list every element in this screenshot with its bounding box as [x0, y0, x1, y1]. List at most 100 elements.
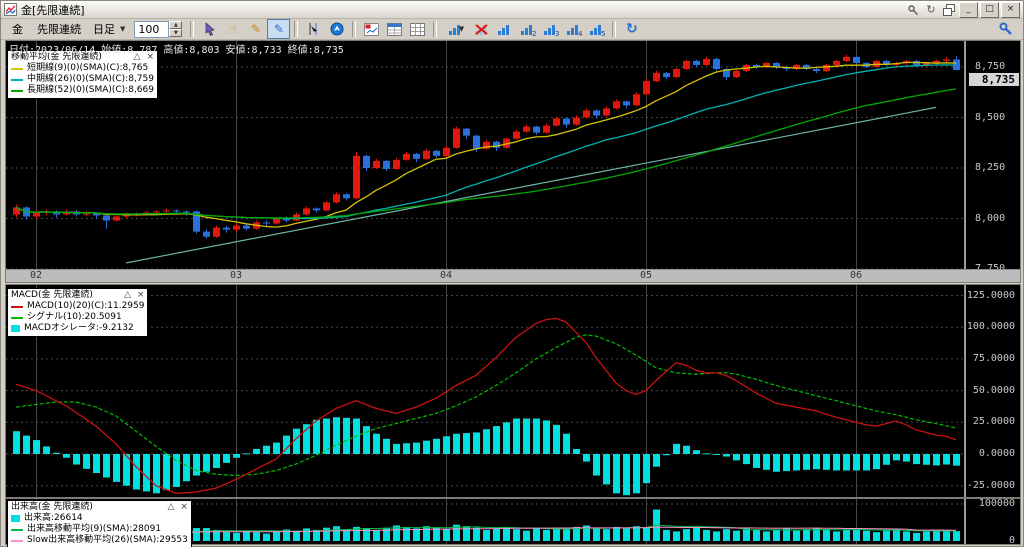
legend-row: 短期線(9)(0)(SMA)(C):8,765: [11, 63, 154, 74]
macd-plot[interactable]: [6, 285, 964, 497]
pan-tool-button[interactable]: ☝: [221, 19, 244, 39]
series-swatch: [11, 67, 23, 70]
bar-chart-4-icon: 4: [566, 24, 582, 36]
volume-legend: 出来高(金 先限連続) △ × 出来高:26614 出来高移動平均(9)(SMA…: [7, 500, 192, 547]
legend-row: シグナル(10):20.5091: [11, 312, 144, 323]
axis-tick-label: 50.0000: [972, 384, 1015, 396]
pointer-tool-button[interactable]: [198, 19, 221, 39]
macd-panel[interactable]: MACD(金 先限連続) △ × MACD(10)(20)(C):11.2959…: [6, 285, 1020, 497]
month-label: 03: [230, 270, 243, 281]
chart-window-icon: [364, 22, 380, 36]
minimize-button[interactable]: _: [959, 1, 978, 18]
app-icon: [4, 3, 17, 16]
series-label: 出来高:26614: [24, 513, 83, 523]
volume-panel[interactable]: 出来高(金 先限連続) △ × 出来高:26614 出来高移動平均(9)(SMA…: [6, 498, 1020, 547]
axis-tick-label: 75.0000: [972, 352, 1015, 364]
axis-tick-label: 8,000: [975, 212, 1006, 224]
pencil-icon: ✎: [250, 22, 261, 36]
grid-view-button[interactable]: [406, 19, 429, 39]
bar-chart-5-icon: 5: [589, 24, 605, 36]
draw-tool-button[interactable]: ✎: [244, 19, 267, 39]
crosshair-icon: [309, 23, 318, 35]
series-label: Slow出来高移動平均(26)(SMA):29553: [27, 535, 188, 545]
legend-close-button[interactable]: ×: [180, 502, 188, 512]
legend-title: MACD(金 先限連続): [11, 290, 93, 300]
indicator-panel-3-button[interactable]: 3: [539, 19, 562, 39]
navigate-icon: [330, 22, 344, 36]
toolbar: 金 先限連続 日足 ▼ 100 ▲ ▼ ☝ ✎ ✎: [1, 19, 1023, 40]
pin-icon[interactable]: [905, 3, 921, 17]
axis-tick-label: 100.0000: [966, 321, 1015, 333]
svg-text:2: 2: [532, 30, 536, 36]
pen-cursor-tool-button[interactable]: ✎: [267, 19, 291, 39]
hand-icon: ☝: [228, 21, 237, 37]
month-label: 02: [30, 270, 43, 281]
indicator-panel-1-button[interactable]: [493, 19, 516, 39]
svg-text:5: 5: [601, 30, 605, 36]
timeframe-dropdown[interactable]: 日足 ▼: [88, 21, 130, 37]
spin-up-icon[interactable]: ▲: [169, 21, 183, 29]
axis-tick-label: 125.0000: [966, 289, 1015, 301]
copy-window-icon[interactable]: [941, 3, 957, 17]
volume-axis: 100000 0: [964, 498, 1020, 546]
series-label: 長期線(52)(0)(SMA)(C):8,669: [27, 85, 154, 95]
maximize-button[interactable]: □: [980, 1, 999, 18]
spin-down-icon[interactable]: ▼: [169, 29, 183, 37]
series-label: 中期線(26)(0)(SMA)(C):8,759: [27, 74, 154, 84]
bar-count-value[interactable]: 100: [134, 20, 170, 38]
svg-text:4: 4: [578, 30, 582, 36]
legend-close-button[interactable]: ×: [146, 52, 154, 62]
month-label: 04: [440, 270, 453, 281]
axis-tick-label: 0.0000: [978, 448, 1015, 459]
price-chart-panel[interactable]: 日付:2023/06/14 始値:8,787 高値:8,803 安値:8,733…: [6, 41, 1020, 282]
series-label: MACD(10)(20)(C):11.2959: [27, 301, 145, 311]
pen-cursor-icon: ✎: [273, 22, 284, 36]
indicator-panel-4-button[interactable]: 4: [562, 19, 585, 39]
last-price-tag: 8,735: [969, 73, 1019, 87]
axis-tick-label: 8,750: [975, 61, 1006, 72]
series-swatch: [11, 539, 23, 542]
legend-collapse-button[interactable]: △: [133, 52, 141, 62]
crosshair-tool-button[interactable]: [302, 19, 325, 39]
legend-row: Slow出来高移動平均(26)(SMA):29553: [11, 535, 188, 546]
month-label: 05: [640, 270, 653, 281]
remove-indicator-button[interactable]: [470, 19, 493, 39]
price-axis: 8,735 8,750 8,500 8,250 8,000 7,750: [964, 41, 1020, 274]
series-swatch: [11, 325, 20, 332]
title-bar: 金[先限連続] ↻ _ □ ×: [1, 1, 1023, 19]
refresh-button[interactable]: ↻: [620, 19, 643, 39]
axis-tick-label: 7,750: [975, 263, 1005, 274]
svg-text:3: 3: [555, 30, 559, 36]
axis-tick-label: 0: [1008, 535, 1015, 546]
indicator-panel-2-button[interactable]: 2: [516, 19, 539, 39]
axis-tick-label: 8,500: [975, 111, 1006, 123]
bar-chart-2-icon: 2: [520, 24, 536, 36]
indicator-menu-button[interactable]: ▼: [441, 19, 470, 39]
bar-count-stepper[interactable]: 100 ▲ ▼: [134, 20, 183, 38]
axis-tick-label: -25.0000: [966, 479, 1015, 491]
rotate-icon[interactable]: ↻: [926, 3, 936, 16]
series-label: 出来高移動平均(9)(SMA):28091: [27, 524, 162, 534]
new-chart-window-button[interactable]: [360, 19, 383, 39]
ma-legend: 移動平均(金 先限連続) △ × 短期線(9)(0)(SMA)(C):8,765…: [7, 50, 158, 99]
legend-close-button[interactable]: ×: [136, 290, 145, 300]
bar-chart-icon: [448, 24, 460, 35]
series-label: 短期線(9)(0)(SMA)(C):8,765: [27, 63, 149, 73]
legend-collapse-button[interactable]: △: [167, 502, 175, 512]
quote-table-button[interactable]: [383, 19, 406, 39]
series-swatch: [11, 78, 23, 81]
legend-title: 移動平均(金 先限連続): [11, 52, 102, 62]
series-swatch: [11, 316, 23, 319]
settings-button[interactable]: [999, 21, 1013, 40]
legend-row: 出来高移動平均(9)(SMA):28091: [11, 524, 188, 535]
indicator-panel-5-button[interactable]: 5: [585, 19, 608, 39]
legend-collapse-button[interactable]: △: [124, 290, 132, 300]
pointer-icon: [205, 21, 215, 36]
candlestick-plot[interactable]: [6, 41, 964, 269]
series-swatch: [11, 305, 23, 308]
close-button[interactable]: ×: [1001, 1, 1020, 18]
month-label: 06: [850, 270, 863, 281]
navigate-tool-button[interactable]: [325, 19, 348, 39]
series-swatch: [11, 515, 20, 522]
